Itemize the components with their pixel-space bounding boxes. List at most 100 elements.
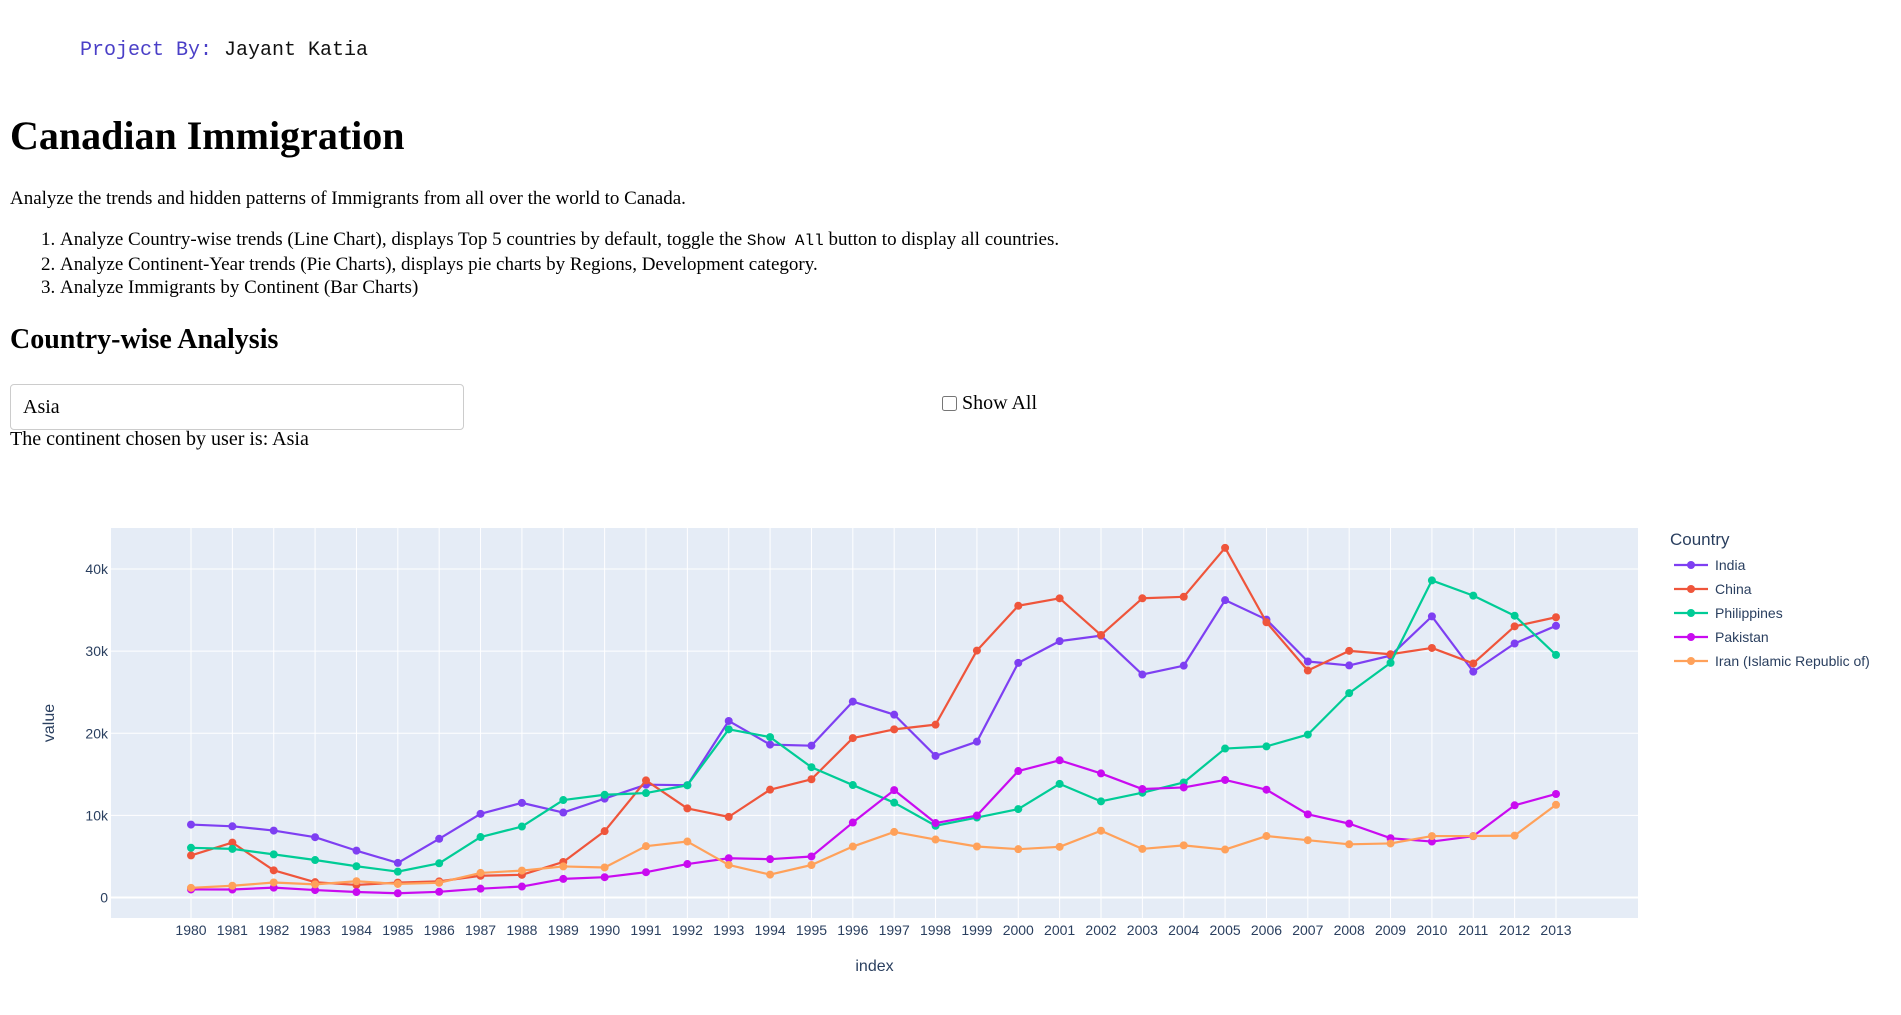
data-point	[187, 851, 195, 860]
data-point	[559, 862, 568, 871]
data-point	[931, 819, 940, 828]
plot-background	[111, 528, 1638, 918]
data-point	[228, 822, 237, 831]
data-point	[1469, 659, 1478, 668]
x-tick-label: 2010	[1416, 922, 1447, 938]
country-line-chart: 0 10k 20k 30k 40k 1980 1981 1982 1983 1984 1985 198…	[41, 528, 1870, 975]
legend-marker	[1687, 561, 1695, 569]
x-tick-label: 2005	[1210, 922, 1241, 938]
show-all-toggle[interactable]: Show All	[942, 392, 1037, 415]
data-point	[1262, 742, 1271, 751]
data-point	[1221, 845, 1230, 854]
data-point	[1552, 800, 1560, 809]
data-point	[724, 716, 733, 725]
data-point	[1262, 832, 1271, 841]
data-point	[1221, 744, 1230, 753]
show-all-label: Show All	[962, 392, 1038, 414]
data-point	[931, 720, 940, 729]
data-point	[1510, 622, 1519, 631]
data-point	[435, 859, 444, 868]
data-point	[931, 751, 940, 760]
show-all-code: Show All	[746, 232, 824, 250]
y-tick-label: 30k	[85, 643, 109, 659]
y-tick-label: 10k	[85, 807, 109, 823]
data-point	[642, 776, 650, 785]
data-point	[642, 868, 650, 877]
data-point	[559, 874, 568, 883]
data-point	[187, 843, 195, 852]
data-point	[1469, 591, 1478, 600]
data-point	[269, 826, 278, 835]
data-point	[1055, 842, 1064, 851]
data-point	[848, 842, 857, 851]
data-point	[517, 798, 526, 807]
data-point	[228, 844, 237, 853]
data-point	[1179, 783, 1188, 792]
x-tick-label: 2007	[1292, 922, 1323, 938]
series-line	[190, 546, 1557, 887]
legend-item-label: India	[1715, 557, 1746, 573]
data-point	[352, 846, 361, 855]
legend-item-label: Philippines	[1715, 605, 1783, 621]
data-point	[890, 710, 899, 719]
data-point	[766, 785, 775, 794]
data-point	[807, 741, 816, 750]
x-tick-label: 1992	[672, 922, 703, 938]
data-point	[1552, 650, 1560, 659]
data-point	[890, 798, 899, 807]
data-point	[1303, 666, 1312, 675]
data-point	[559, 808, 568, 817]
data-point	[848, 781, 857, 790]
data-point	[890, 725, 899, 734]
data-point	[1303, 810, 1312, 819]
data-point	[1138, 844, 1147, 853]
data-point	[476, 809, 485, 818]
data-point	[393, 889, 402, 898]
x-tick-label: 2008	[1334, 922, 1365, 938]
x-tick-label: 1987	[465, 922, 496, 938]
step-1-text-after: button to display all countries.	[823, 229, 1060, 250]
data-point	[600, 863, 609, 872]
continent-input[interactable]	[10, 384, 464, 430]
data-point	[1055, 637, 1064, 646]
data-point	[1014, 845, 1023, 854]
data-point	[766, 870, 775, 879]
intro-text: Analyze the trends and hidden patterns o…	[10, 188, 686, 209]
data-point	[1303, 657, 1312, 666]
x-tick-label: 2002	[1085, 922, 1116, 938]
data-point	[1097, 797, 1105, 806]
byline-author: Jayant Katia	[224, 39, 369, 62]
data-point	[435, 887, 444, 896]
x-tick-label: 1993	[713, 922, 744, 938]
data-point	[1179, 841, 1188, 850]
x-tick-label: 1985	[382, 922, 413, 938]
project-byline: Project By: Jayant Katia	[80, 39, 368, 62]
data-point	[1138, 670, 1147, 679]
data-point	[1345, 646, 1354, 655]
data-point	[972, 842, 981, 851]
legend-marker	[1687, 657, 1695, 665]
x-tick-label: 1981	[217, 922, 248, 938]
y-axis-title: value	[41, 704, 58, 742]
legend-item-label: China	[1715, 581, 1752, 597]
data-point	[683, 860, 692, 869]
x-tick-label: 1983	[300, 922, 331, 938]
data-point	[517, 882, 526, 891]
data-point	[1345, 840, 1354, 849]
x-tick-label: 1980	[175, 922, 206, 938]
data-point	[1262, 618, 1271, 627]
x-tick-label: 1984	[341, 922, 372, 938]
show-all-checkbox[interactable]	[942, 396, 957, 411]
data-point	[1014, 658, 1023, 667]
section-title: Country-wise Analysis	[10, 324, 279, 355]
data-point	[1014, 601, 1023, 610]
data-point	[1427, 576, 1436, 585]
data-point	[600, 873, 609, 882]
x-tick-label: 1989	[548, 922, 579, 938]
data-point	[807, 775, 816, 784]
data-point	[683, 781, 692, 790]
data-point	[600, 790, 609, 799]
data-point	[228, 881, 237, 890]
data-point	[766, 855, 775, 864]
data-point	[1345, 689, 1354, 698]
